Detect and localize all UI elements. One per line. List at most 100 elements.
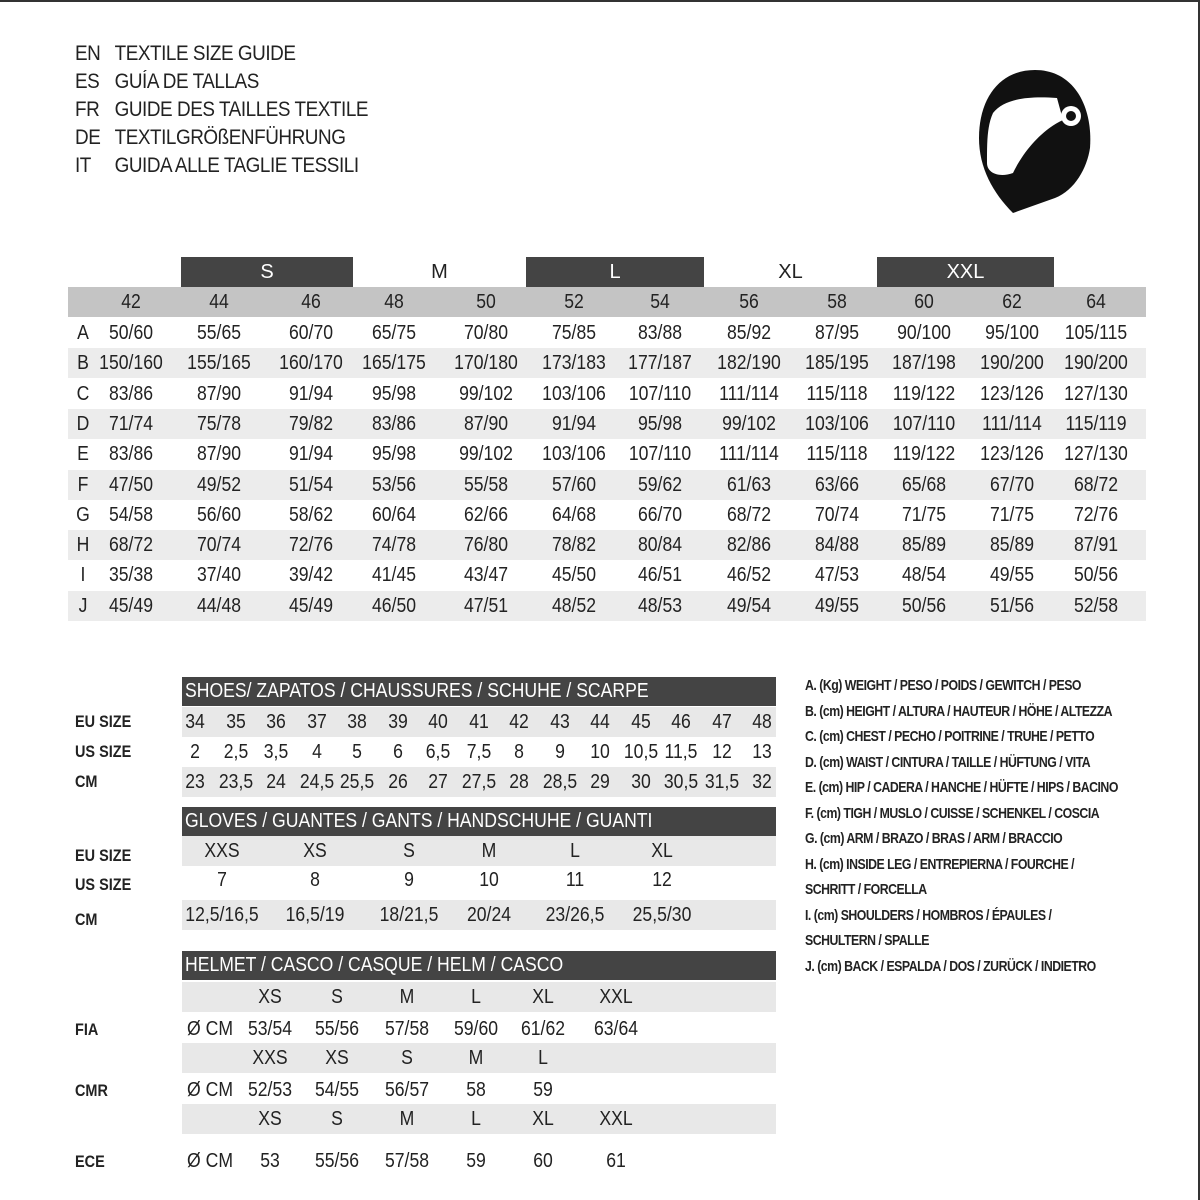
row-stripe: [68, 469, 1146, 500]
row-label: G: [76, 503, 90, 526]
title-text: TEXTILGRÖßENFÜHRUNG: [114, 126, 346, 149]
table-cell: 127/130: [1064, 382, 1128, 405]
table-cell: 50/56: [1073, 564, 1119, 587]
table-cell: 8: [310, 869, 320, 891]
table-cell: 30: [630, 771, 651, 793]
table-cell: 103/106: [805, 412, 869, 435]
size-header-50: 50: [476, 291, 496, 313]
table-cell: 63/66: [814, 473, 860, 496]
table-cell: 105/115: [1064, 322, 1128, 344]
language-code: EN: [75, 42, 101, 65]
table-cell: 155/165: [187, 352, 251, 375]
table-cell: 111/114: [982, 412, 1042, 435]
table-cell: 55/58: [463, 473, 509, 496]
table-cell: 48/54: [901, 564, 947, 587]
table-cell: 83/86: [371, 412, 417, 435]
legend-item: SCHULTERN / SPALLE: [805, 932, 929, 949]
table-cell: 47/50: [108, 473, 154, 496]
table-cell: 103/106: [542, 382, 606, 405]
table-cell: 52/53: [247, 1079, 293, 1101]
gloves-title: GLOVES / GUANTES / GANTS / HANDSCHUHE / …: [185, 810, 653, 832]
table-cell: 111/114: [719, 443, 779, 466]
helmet-size: XS: [258, 1108, 282, 1130]
table-cell: 18/21,5: [379, 904, 439, 926]
table-cell: 119/122: [892, 443, 956, 466]
table-cell: 103/106: [542, 443, 606, 466]
table-cell: 20/24: [466, 904, 512, 926]
table-cell: 45/49: [108, 594, 154, 617]
row-label: CM: [75, 910, 98, 929]
table-cell: 51/56: [989, 594, 1035, 617]
helmet-size: S: [331, 1108, 343, 1130]
table-cell: 95/98: [371, 382, 417, 405]
table-cell: 160/170: [279, 352, 343, 375]
table-cell: L: [570, 840, 580, 862]
table-cell: 68/72: [726, 503, 772, 526]
table-cell: 23,5: [218, 771, 253, 793]
table-cell: 32: [752, 771, 772, 793]
table-cell: 37: [306, 711, 327, 733]
table-cell: 41/45: [371, 564, 417, 587]
table-cell: 76/80: [463, 534, 509, 557]
table-cell: 51/54: [288, 473, 334, 496]
title-text: GUÍA DE TALLAS: [114, 70, 260, 93]
size-header-52: 52: [564, 291, 584, 313]
row-stripe: [182, 707, 776, 737]
table-cell: 47: [711, 711, 732, 733]
unit-label: Ø CM: [187, 1150, 233, 1172]
table-cell: 58/62: [288, 503, 334, 526]
legend-item: A. (Kg) WEIGHT / PESO / POIDS / GEWITCH …: [805, 677, 1082, 694]
table-cell: XL: [651, 840, 673, 862]
size-band-xl: XL: [778, 261, 803, 283]
table-cell: 2: [190, 741, 200, 763]
table-cell: 182/190: [717, 352, 781, 375]
table-cell: 87/91: [1073, 534, 1119, 557]
table-cell: 46/50: [371, 594, 417, 617]
table-cell: 150/160: [99, 352, 163, 375]
table-cell: 58: [466, 1079, 486, 1101]
helmet-size: XL: [532, 1108, 554, 1130]
title-line: ES GUÍA DE TALLAS: [75, 70, 259, 94]
table-cell: 23: [185, 771, 205, 793]
helmet-size: S: [331, 986, 343, 1008]
table-cell: 3,5: [263, 741, 289, 763]
table-cell: 7: [217, 869, 227, 891]
table-cell: 87/90: [196, 382, 242, 405]
table-cell: 75/78: [196, 412, 242, 435]
size-header-44: 44: [209, 291, 229, 313]
helmet-size: XL: [532, 986, 554, 1008]
legend-item: G. (cm) ARM / BRAZO / BRAS / ARM / BRACC…: [805, 830, 1063, 847]
table-cell: 71/75: [989, 503, 1035, 526]
table-cell: 45/49: [288, 594, 334, 617]
row-label: US SIZE: [75, 875, 132, 894]
row-stripe: [182, 836, 776, 866]
table-cell: 87/90: [196, 443, 242, 466]
row-stripe: [68, 408, 1146, 439]
table-cell: 95/100: [985, 322, 1039, 344]
table-cell: 80/84: [637, 534, 683, 557]
title-text: GUIDA ALLE TAGLIE TESSILI: [114, 154, 359, 177]
table-cell: 25,5/30: [632, 904, 692, 926]
table-cell: 38: [347, 711, 367, 733]
table-cell: 16,5/19: [285, 904, 345, 926]
table-cell: 46: [671, 711, 691, 733]
size-header-46: 46: [301, 291, 321, 313]
table-cell: 78/82: [551, 534, 597, 557]
row-label: A: [77, 322, 89, 344]
table-cell: 68/72: [1073, 473, 1119, 496]
table-cell: 123/126: [980, 382, 1044, 405]
table-cell: XXS: [204, 840, 240, 862]
table-cell: 72/76: [1073, 503, 1119, 526]
size-header-row: [68, 287, 1146, 317]
table-cell: 67/70: [989, 473, 1035, 496]
table-cell: 59/60: [453, 1018, 499, 1040]
table-cell: 107/110: [628, 443, 692, 466]
table-cell: 28,5: [542, 771, 577, 793]
table-cell: 47/51: [463, 594, 509, 617]
table-cell: 115/118: [806, 382, 868, 405]
size-band-xxl: XXL: [877, 257, 1054, 287]
row-stripe: [68, 530, 1146, 561]
table-cell: 61/62: [520, 1018, 566, 1040]
legend-item: F. (cm) TIGH / MUSLO / CUISSE / SCHENKEL…: [805, 804, 1100, 822]
table-cell: 49/52: [196, 473, 242, 496]
